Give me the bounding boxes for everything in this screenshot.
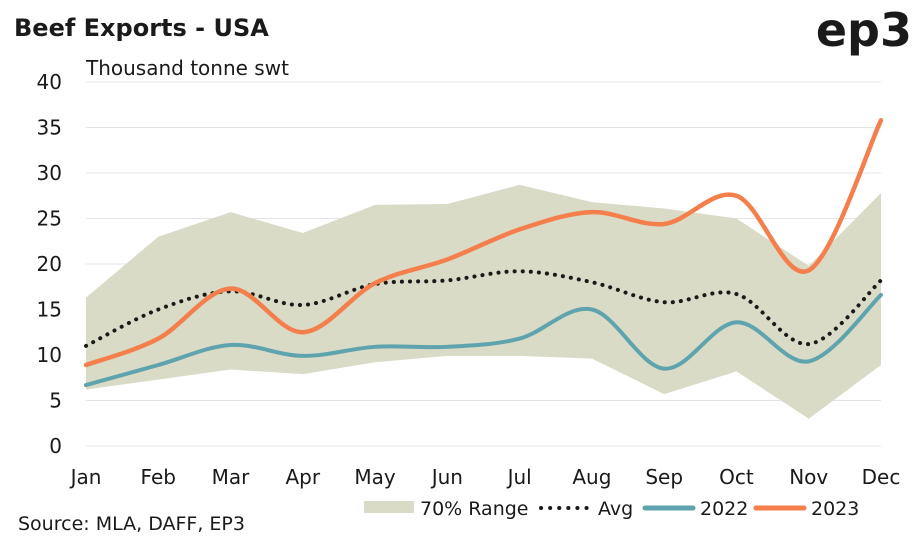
x-tick-label: May bbox=[354, 465, 396, 489]
x-tick-label: Sep bbox=[645, 465, 683, 489]
y-axis-label: Thousand tonne swt bbox=[85, 56, 289, 80]
legend-label-2022: 2022 bbox=[700, 498, 748, 520]
x-tick-label: Jul bbox=[506, 465, 532, 489]
y-tick-label: 30 bbox=[37, 161, 62, 185]
x-tick-label: Dec bbox=[862, 465, 901, 489]
chart-title: Beef Exports - USA bbox=[14, 14, 269, 42]
x-tick-label: Apr bbox=[286, 465, 321, 489]
x-tick-label: Feb bbox=[141, 465, 176, 489]
legend-label-2023: 2023 bbox=[811, 498, 859, 520]
x-tick-label: Jun bbox=[430, 465, 463, 489]
source-note: Source: MLA, DAFF, EP3 bbox=[18, 513, 245, 535]
x-tick-label: Mar bbox=[212, 465, 251, 489]
x-tick-label: Nov bbox=[789, 465, 828, 489]
x-tick-label: Aug bbox=[572, 465, 611, 489]
legend-label-avg: Avg bbox=[598, 498, 633, 520]
legend-label-range: 70% Range bbox=[420, 498, 529, 520]
y-tick-label: 0 bbox=[49, 434, 62, 458]
y-tick-label: 35 bbox=[37, 116, 62, 140]
x-tick-label: Jan bbox=[69, 465, 102, 489]
logo: ep3 bbox=[816, 3, 912, 57]
y-tick-label: 10 bbox=[37, 343, 62, 367]
x-tick-label: Oct bbox=[719, 465, 754, 489]
y-tick-label: 15 bbox=[37, 298, 62, 322]
y-tick-label: 25 bbox=[37, 207, 62, 231]
legend: 70% Range Avg 2022 2023 bbox=[364, 498, 859, 520]
y-tick-label: 5 bbox=[49, 389, 62, 413]
y-tick-label: 20 bbox=[37, 252, 62, 276]
y-tick-label: 40 bbox=[37, 70, 62, 94]
legend-swatch-range bbox=[364, 501, 414, 513]
